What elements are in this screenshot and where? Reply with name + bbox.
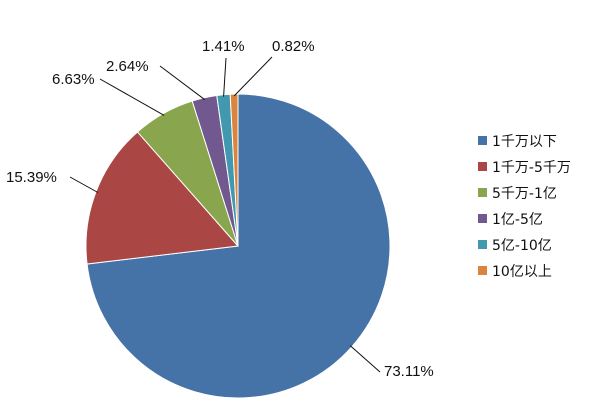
pie-slices [85, 93, 391, 399]
leader-line-2 [69, 176, 99, 193]
data-label-4: 2.64% [106, 58, 149, 75]
leader-line-5 [223, 57, 227, 97]
leader-line-6 [233, 56, 273, 97]
data-label-3: 6.63% [52, 71, 95, 88]
data-labels: 73.11% 15.39% 6.63% 2.64% 1.41% 0.82% [6, 38, 434, 380]
legend-label-3: 5千万-1亿 [492, 186, 557, 202]
pie-slice-6 [229, 93, 239, 247]
legend-swatch-3 [478, 188, 487, 197]
legend-swatch-1 [478, 136, 487, 145]
leader-line-1 [349, 345, 381, 373]
legend-label-5: 5亿-10亿 [492, 238, 552, 254]
legend-swatch-2 [478, 162, 487, 171]
legend-swatch-6 [478, 266, 487, 275]
data-label-5: 1.41% [202, 38, 245, 55]
data-label-6: 0.82% [272, 38, 315, 55]
legend-swatch-5 [478, 240, 487, 249]
leader-line-3 [99, 78, 165, 116]
legend-label-2: 1千万-5千万 [492, 160, 571, 176]
legend-label-1: 1千万以下 [492, 134, 557, 150]
legend-label-4: 1亿-5亿 [492, 212, 543, 228]
data-label-2: 15.39% [6, 169, 57, 186]
legend-label-6: 10亿以上 [492, 264, 552, 280]
legend-swatch-4 [478, 214, 487, 223]
legend: 1千万以下 1千万-5千万 5千万-1亿 1亿-5亿 5亿-10亿 10亿以上 [478, 134, 571, 280]
data-label-1: 73.11% [384, 363, 434, 380]
leader-line-4 [159, 65, 206, 101]
leader-lines [69, 56, 381, 373]
